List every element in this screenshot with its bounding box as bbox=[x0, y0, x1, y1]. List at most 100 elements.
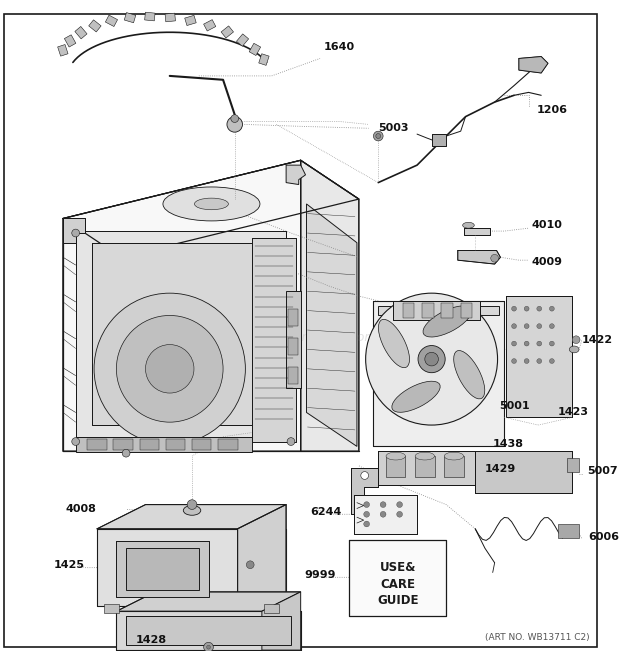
Bar bbox=[386, 456, 405, 477]
Text: 4008: 4008 bbox=[66, 504, 97, 514]
Circle shape bbox=[231, 115, 239, 122]
Circle shape bbox=[380, 512, 386, 517]
Text: GUIDE: GUIDE bbox=[377, 594, 418, 607]
Polygon shape bbox=[507, 296, 572, 417]
Circle shape bbox=[418, 346, 445, 373]
Circle shape bbox=[491, 254, 498, 262]
Text: (ART NO. WB13711 C2): (ART NO. WB13711 C2) bbox=[485, 633, 590, 642]
Circle shape bbox=[512, 324, 516, 329]
Text: 1206: 1206 bbox=[536, 105, 567, 115]
Circle shape bbox=[397, 502, 402, 508]
Polygon shape bbox=[76, 231, 286, 437]
Ellipse shape bbox=[163, 187, 260, 221]
Polygon shape bbox=[63, 219, 86, 243]
Text: 6006: 6006 bbox=[588, 531, 619, 541]
Bar bbox=[264, 603, 280, 613]
Polygon shape bbox=[301, 160, 359, 451]
Bar bbox=[144, 12, 155, 21]
Polygon shape bbox=[476, 451, 572, 493]
Circle shape bbox=[525, 306, 529, 311]
Polygon shape bbox=[351, 468, 378, 514]
Polygon shape bbox=[117, 541, 208, 597]
Circle shape bbox=[117, 315, 223, 422]
Text: 1425: 1425 bbox=[53, 560, 84, 570]
Ellipse shape bbox=[378, 319, 409, 368]
Circle shape bbox=[525, 324, 529, 329]
Polygon shape bbox=[373, 301, 504, 446]
Polygon shape bbox=[262, 592, 301, 650]
Bar bbox=[441, 303, 453, 319]
Text: USE&: USE& bbox=[379, 561, 416, 574]
Ellipse shape bbox=[195, 198, 228, 210]
Bar bbox=[113, 439, 133, 450]
Circle shape bbox=[72, 438, 79, 446]
Circle shape bbox=[512, 341, 516, 346]
Circle shape bbox=[122, 449, 130, 457]
Text: 1428: 1428 bbox=[136, 635, 167, 645]
Text: 1423: 1423 bbox=[557, 407, 588, 418]
Bar bbox=[259, 54, 269, 65]
Text: 9999: 9999 bbox=[304, 570, 336, 580]
Polygon shape bbox=[92, 243, 252, 425]
Bar bbox=[249, 43, 260, 56]
Text: 1438: 1438 bbox=[493, 440, 524, 449]
Circle shape bbox=[380, 502, 386, 508]
Ellipse shape bbox=[444, 452, 464, 460]
Polygon shape bbox=[237, 504, 286, 606]
Polygon shape bbox=[286, 165, 306, 184]
Text: 6244: 6244 bbox=[311, 508, 342, 518]
Bar bbox=[444, 456, 464, 477]
Polygon shape bbox=[378, 451, 476, 485]
Ellipse shape bbox=[569, 346, 579, 353]
Bar bbox=[104, 603, 119, 613]
Bar bbox=[402, 303, 414, 319]
Ellipse shape bbox=[184, 506, 201, 516]
Bar bbox=[140, 439, 159, 450]
Bar bbox=[165, 13, 175, 22]
Bar bbox=[218, 439, 237, 450]
Circle shape bbox=[187, 500, 197, 510]
Polygon shape bbox=[378, 306, 500, 315]
Circle shape bbox=[512, 359, 516, 364]
Circle shape bbox=[361, 471, 368, 479]
Circle shape bbox=[512, 306, 516, 311]
Polygon shape bbox=[97, 504, 286, 529]
Bar bbox=[64, 35, 76, 47]
Circle shape bbox=[572, 336, 580, 344]
Circle shape bbox=[537, 341, 542, 346]
Polygon shape bbox=[458, 251, 500, 264]
Circle shape bbox=[146, 344, 194, 393]
Bar bbox=[192, 439, 211, 450]
Polygon shape bbox=[306, 204, 357, 446]
Bar bbox=[166, 439, 185, 450]
Circle shape bbox=[373, 131, 383, 141]
Bar bbox=[288, 309, 298, 326]
Bar bbox=[236, 34, 249, 46]
Circle shape bbox=[364, 521, 370, 527]
Polygon shape bbox=[354, 495, 417, 533]
Text: aReplacementParts.com: aReplacementParts.com bbox=[224, 331, 377, 344]
Circle shape bbox=[537, 359, 542, 364]
Text: 5007: 5007 bbox=[587, 465, 618, 476]
Bar bbox=[288, 338, 298, 355]
Circle shape bbox=[364, 502, 370, 508]
Bar bbox=[58, 44, 68, 56]
Polygon shape bbox=[286, 292, 301, 388]
Polygon shape bbox=[519, 56, 548, 73]
Polygon shape bbox=[252, 238, 296, 442]
Circle shape bbox=[397, 512, 402, 517]
Circle shape bbox=[366, 293, 498, 425]
Bar bbox=[221, 26, 234, 38]
Circle shape bbox=[537, 324, 542, 329]
Polygon shape bbox=[117, 592, 301, 611]
Ellipse shape bbox=[423, 306, 471, 337]
Circle shape bbox=[525, 341, 529, 346]
Circle shape bbox=[425, 352, 438, 366]
Circle shape bbox=[549, 324, 554, 329]
Ellipse shape bbox=[386, 452, 405, 460]
Bar bbox=[415, 456, 435, 477]
Text: 1422: 1422 bbox=[582, 334, 613, 345]
Ellipse shape bbox=[392, 381, 440, 412]
Text: CARE: CARE bbox=[380, 578, 415, 591]
Text: 4010: 4010 bbox=[531, 220, 562, 230]
